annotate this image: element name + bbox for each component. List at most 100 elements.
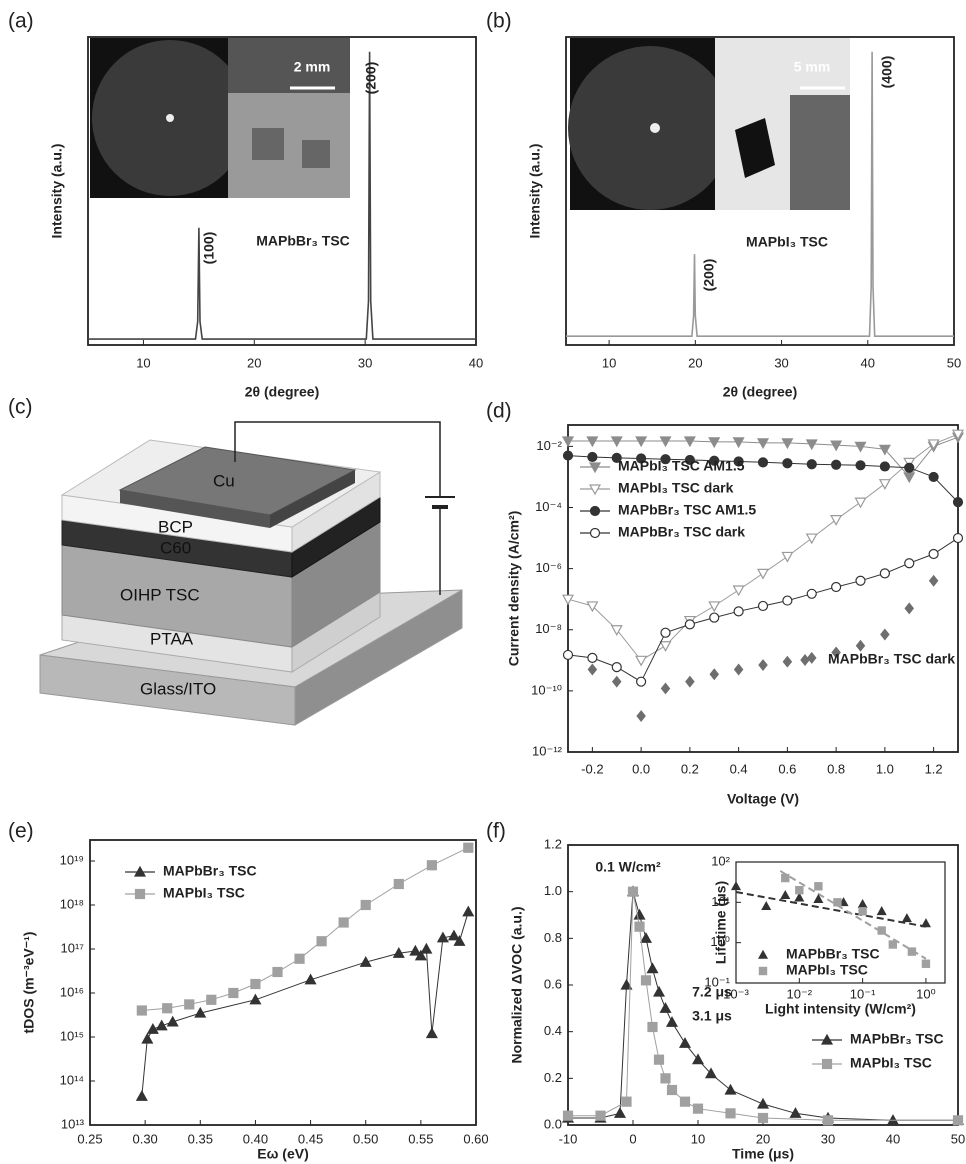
marker (806, 651, 817, 664)
marker (831, 459, 842, 470)
marker (636, 453, 647, 464)
marker (587, 451, 598, 463)
legend-label: MAPbBr₃ TSC dark (618, 524, 745, 540)
x-axis-label: Eω (eV) (257, 1146, 309, 1162)
marker (758, 659, 768, 672)
y-tick-label: 10⁻¹⁰ (531, 682, 562, 697)
y-tick-label: 10¹⁵ (60, 1028, 84, 1043)
marker (878, 479, 891, 490)
marker (426, 860, 437, 871)
x-tick-label: 1.0 (876, 761, 894, 776)
marker (155, 1019, 168, 1031)
series-line (568, 891, 958, 1121)
chart: (e) 0.25 0.30 0.35 0.40 0.45 0.50 0.55 0.60 10¹³ 1… (8, 820, 489, 1162)
x-tick-label: 0.60 (463, 1131, 488, 1146)
marker (732, 437, 745, 449)
y-axis-label: tDOS (m⁻³eV⁻¹) (21, 932, 37, 1034)
x-axis-label: 2θ (degree) (723, 384, 797, 400)
marker (679, 1096, 691, 1107)
marker (562, 450, 574, 461)
marker (146, 1023, 159, 1034)
inset-photo-a (90, 38, 350, 198)
marker (756, 1097, 770, 1109)
marker (921, 959, 931, 968)
marker (854, 441, 867, 453)
marker (708, 601, 721, 613)
marker (858, 907, 867, 916)
x-tick-label: -0.2 (581, 761, 603, 776)
layer-label: BCP (158, 517, 193, 536)
marker (611, 675, 622, 688)
x-tick-label: 30 (821, 1131, 835, 1146)
marker (795, 885, 804, 895)
marker (338, 917, 349, 928)
legend-label: MAPbBr₃ TSC (163, 863, 257, 879)
marker (781, 551, 794, 563)
marker (610, 625, 623, 636)
series-line (88, 51, 476, 340)
marker (928, 574, 939, 587)
marker (636, 710, 646, 723)
x-tick-label: 0.8 (827, 761, 845, 776)
marker (636, 676, 647, 687)
marker (903, 472, 916, 484)
annotation: (400) (879, 56, 895, 89)
marker (708, 437, 721, 449)
y-axis-label: Intensity (a.u.) (527, 144, 543, 239)
legend-label: MAPbBr₃ TSC (786, 946, 880, 962)
x-axis-label: Light intensity (W/cm²) (765, 1001, 916, 1017)
marker (833, 898, 842, 907)
x-tick-label: 0.35 (188, 1131, 213, 1146)
marker (640, 975, 652, 986)
annotation: 3.1 μs (692, 1008, 732, 1024)
marker (781, 873, 790, 883)
marker (453, 935, 466, 946)
marker (888, 940, 898, 949)
marker (789, 1107, 802, 1118)
y-tick-label: 0.8 (544, 930, 562, 945)
marker (678, 1037, 692, 1048)
y-tick-label: 10¹³ (61, 1116, 85, 1131)
marker (733, 663, 744, 676)
layer-label: OIHP TSC (120, 585, 200, 604)
marker (562, 649, 574, 661)
marker (806, 588, 817, 599)
x-tick-label: 0.2 (681, 761, 699, 776)
marker (393, 878, 404, 890)
marker (620, 978, 633, 990)
y-tick-label: 10¹⁶ (60, 984, 84, 999)
marker (761, 901, 772, 911)
marker (141, 1032, 154, 1044)
marker (782, 458, 793, 469)
marker (730, 881, 742, 891)
marker (901, 913, 912, 923)
marker (879, 461, 890, 472)
x-tick-label: 10 (136, 355, 150, 370)
marker (830, 440, 843, 452)
annotation: MAPbI₃ TSC (746, 234, 828, 250)
marker (660, 627, 671, 638)
marker (646, 962, 659, 974)
x-tick-label: -10 (559, 1131, 578, 1146)
marker (952, 532, 964, 544)
marker (880, 628, 890, 641)
marker (587, 663, 598, 676)
marker (733, 606, 744, 617)
x-tick-label: 20 (756, 1131, 770, 1146)
x-tick-label: 10 (691, 1131, 705, 1146)
marker (304, 973, 317, 985)
x-tick-label: 0.40 (243, 1131, 268, 1146)
marker (709, 455, 720, 466)
fit-line (779, 870, 927, 960)
annotation: 7.2 μs (692, 984, 732, 1000)
marker (194, 1006, 207, 1018)
marker (781, 438, 794, 450)
chart: (b) 10 20 30 40 50 2θ (degree) Intensity (a.u.)… (486, 10, 961, 400)
x-tick-label: 10⁻³ (723, 986, 749, 1001)
y-tick-label: 10⁻¹² (532, 743, 563, 758)
legend-label: MAPbI₃ TSC (850, 1055, 932, 1071)
marker (595, 1110, 606, 1121)
legend-marker (133, 865, 147, 877)
panel-label: (e) (8, 820, 34, 843)
marker (633, 908, 646, 920)
